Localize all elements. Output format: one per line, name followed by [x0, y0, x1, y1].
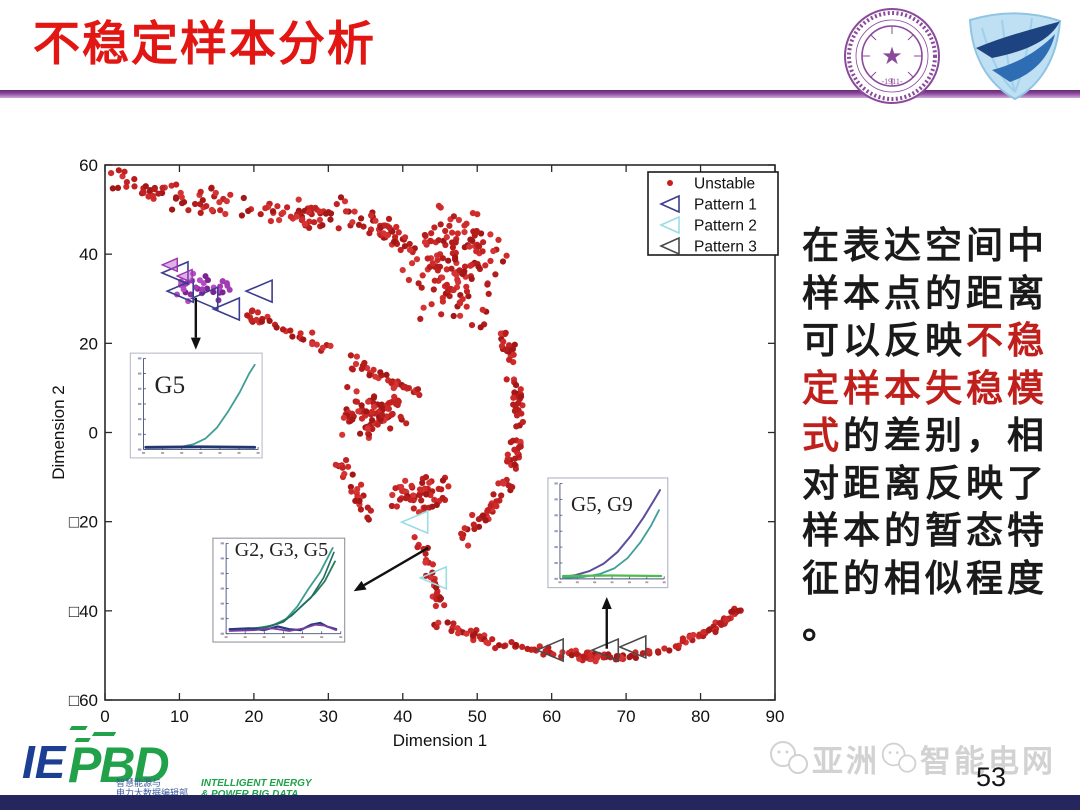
svg-text:PBD: PBD	[68, 737, 168, 793]
side-text-line: 征的相似程度	[802, 557, 1048, 599]
side-text-line: 样本点的距离	[802, 272, 1048, 314]
footer-bar	[0, 795, 1080, 810]
y-tick-label: 0	[89, 424, 98, 443]
svg-text:智慧能源与: 智慧能源与	[116, 777, 161, 788]
iepbd-logo-icon: IE PBD 智慧能源与 电力大数据编辑部 INTELLIGENT ENERGY…	[22, 726, 313, 800]
wechat-icon	[770, 740, 808, 774]
wechat-icon	[881, 742, 917, 773]
svg-text:IE: IE	[22, 736, 67, 788]
svg-text:INTELLIGENT ENERGY: INTELLIGENT ENERGY	[201, 778, 313, 789]
inset-plot-g5: G5	[129, 352, 263, 459]
title-divider	[0, 90, 1080, 98]
svg-text:& POWER BIG DATA: & POWER BIG DATA	[201, 789, 298, 800]
side-text-line: 定样本失稳模	[802, 367, 1048, 409]
side-text-line: 式的差别，相	[802, 415, 1048, 456]
y-tick-label: 60	[79, 156, 98, 175]
side-text-line: 可以反映不稳	[802, 320, 1048, 361]
iepbd-logo: IE PBD 智慧能源与 电力大数据编辑部 INTELLIGENT ENERGY…	[16, 722, 336, 805]
scatter-figure: 0 10 20 30 40 50 60 70 80 90 60 40 20 0 □20 □40 □60 Dimen…	[49, 148, 795, 763]
y-tick-label: □60	[69, 691, 98, 710]
x-axis-label: Dimension 1	[393, 731, 488, 750]
y-axis-label: Dimension 2	[50, 385, 68, 480]
x-tick-label: 70	[617, 707, 636, 726]
page-title: 不稳定样本分析	[33, 17, 376, 70]
legend-label: Pattern 2	[694, 218, 757, 235]
pattern3-markers	[535, 634, 647, 663]
y-tick-label: □40	[69, 602, 98, 621]
x-tick-label: 20	[244, 707, 263, 726]
svg-text:-1911-: -1911-	[881, 77, 902, 86]
side-text: 在表达空间中 样本点的距离 可以反映不稳 定样本失稳模 式的差别，相 对距离反映了 样本的暂…	[802, 222, 1077, 650]
side-text-line: 在表达空间中	[802, 225, 1048, 266]
side-text-line: 样本的暂态特	[802, 510, 1048, 551]
page-number: 53	[976, 762, 1007, 792]
shield-icon	[968, 12, 1062, 101]
tsinghua-logo: ★ -1911-	[842, 6, 942, 111]
legend-label: Pattern 1	[694, 197, 757, 214]
inset-plot-g2-g3-g5: G2, G3, G5	[212, 537, 346, 643]
shield-logo	[962, 8, 1067, 108]
x-tick-label: 10	[170, 707, 189, 726]
wechat-watermark: 亚洲 智能电网	[768, 736, 1056, 781]
inset-label: G2, G3, G5	[235, 539, 328, 561]
svg-text:电力大数据编辑部: 电力大数据编辑部	[116, 787, 188, 798]
inset-label: G5, G9	[571, 492, 633, 516]
svg-text:★: ★	[881, 43, 903, 70]
watermark-text-1: 亚洲	[812, 744, 880, 779]
inset-plot-g5-g9: G5, G9	[547, 477, 669, 589]
tsinghua-seal-icon: ★ -1911-	[844, 8, 940, 104]
inset-label: G5	[155, 372, 186, 399]
legend-label: Unstable	[694, 176, 755, 193]
x-tick-label: 0	[100, 707, 109, 726]
x-tick-label: 90	[766, 707, 785, 726]
side-text-line: 。	[802, 605, 843, 646]
x-tick-label: 60	[542, 707, 561, 726]
annotation-arrows	[190, 297, 612, 649]
pattern1-markers	[159, 257, 273, 322]
legend-label: Pattern 3	[694, 239, 757, 256]
scatter-unstable-points	[108, 167, 744, 665]
x-tick-label: 40	[393, 707, 412, 726]
pattern2-markers	[399, 509, 448, 591]
side-text-line: 对距离反映了	[802, 462, 1048, 504]
x-tick-label: 30	[319, 707, 338, 726]
y-tick-label: 40	[79, 245, 98, 264]
scatter-chart: 0 10 20 30 40 50 60 70 80 90 60 40 20 0 □20 □40 □60 Dimen…	[49, 156, 785, 750]
x-tick-label: 80	[691, 707, 710, 726]
x-tick-label: 50	[468, 707, 487, 726]
y-tick-label: □20	[69, 513, 98, 532]
watermark-text-2: 智能电网	[920, 744, 1056, 779]
legend: Unstable Pattern 1 Pattern 2 Pattern 3	[647, 171, 779, 256]
y-tick-label: 20	[79, 334, 98, 353]
